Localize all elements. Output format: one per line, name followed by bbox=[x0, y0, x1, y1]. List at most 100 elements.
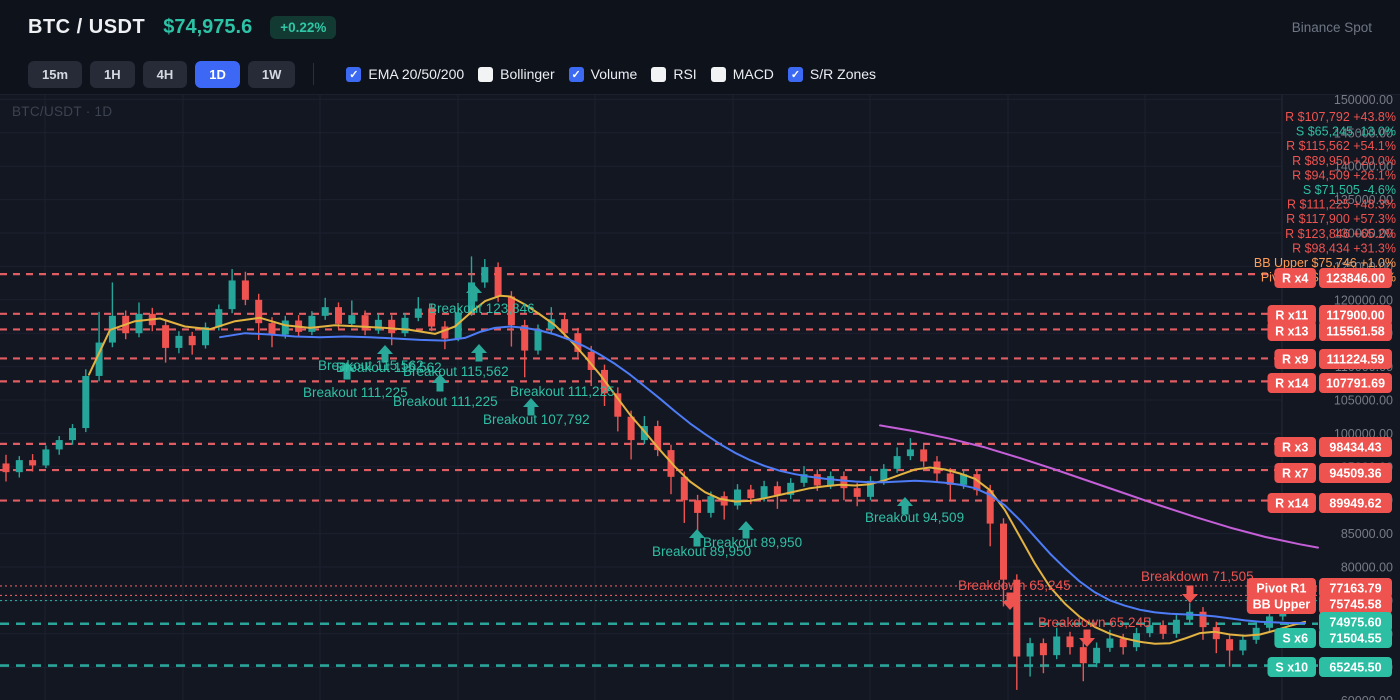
toolbar: 15m 1H 4H 1D 1W ✓ EMA 20/50/200 Bollinger ✓ Volu… bbox=[0, 54, 1400, 95]
candle-body bbox=[1186, 611, 1194, 620]
indicator-toggle-s-r-zones[interactable]: ✓ S/R Zones bbox=[787, 66, 876, 82]
indicator-toggle-rsi[interactable]: RSI bbox=[651, 66, 697, 82]
candle-body bbox=[1026, 643, 1034, 657]
timeframe-button-4h[interactable]: 4H bbox=[142, 60, 188, 88]
breakdown-down-arrow-icon bbox=[1182, 585, 1198, 603]
candle-body bbox=[95, 342, 103, 376]
indicator-toggle-ema-20-50-200[interactable]: ✓ EMA 20/50/200 bbox=[346, 66, 464, 82]
price-scale-label: S x10 65245.50 bbox=[1267, 657, 1392, 677]
candle-body bbox=[640, 426, 648, 441]
candle-body bbox=[813, 474, 821, 486]
unchecked-checkbox-icon[interactable] bbox=[478, 66, 494, 82]
level-price-label: 98434.43 bbox=[1329, 441, 1381, 455]
unchecked-checkbox-icon[interactable] bbox=[651, 66, 667, 82]
exchange-label: Binance Spot bbox=[1291, 19, 1372, 35]
level-count-badge: BB Upper bbox=[1253, 598, 1311, 612]
price-axis-tick: 145000.00 bbox=[1334, 126, 1393, 140]
price-axis-tick: 85000.00 bbox=[1341, 527, 1393, 541]
sr-zone-list-item: S $65,245 -13.0% bbox=[1296, 125, 1396, 139]
candle-body bbox=[1039, 643, 1047, 656]
breakout-up-arrow-icon bbox=[738, 521, 754, 539]
candle-body bbox=[188, 335, 196, 346]
candle-body bbox=[561, 319, 569, 334]
indicator-label: RSI bbox=[673, 66, 697, 82]
level-price-label: 77163.79 bbox=[1329, 582, 1381, 596]
sr-zone-list-item: R $98,434 +31.3% bbox=[1292, 241, 1396, 255]
price-scale-label: R x3 98434.43 bbox=[1274, 437, 1392, 457]
candle-body bbox=[1000, 523, 1007, 580]
timeframe-button-15m[interactable]: 15m bbox=[28, 60, 83, 88]
candle-body bbox=[494, 267, 502, 297]
breakout-up-arrow-icon bbox=[432, 374, 448, 392]
level-count-badge: R x14 bbox=[1275, 377, 1308, 391]
candle-body bbox=[893, 456, 901, 469]
indicator-toggle-volume[interactable]: ✓ Volume bbox=[568, 66, 638, 82]
candle-body bbox=[960, 474, 968, 485]
checked-checkbox-icon[interactable]: ✓ bbox=[346, 66, 362, 82]
level-count-badge: R x11 bbox=[1275, 309, 1308, 323]
candle-body bbox=[321, 307, 329, 316]
level-price-label: 123846.00 bbox=[1326, 272, 1385, 286]
candle-body bbox=[175, 335, 183, 348]
candle-body bbox=[827, 476, 835, 486]
price-scale-label: R x14 107791.69 bbox=[1267, 373, 1392, 393]
checked-checkbox-icon[interactable]: ✓ bbox=[568, 66, 584, 82]
breakout-up-arrow-icon bbox=[897, 497, 913, 515]
symbol-title: BTC / USDT bbox=[28, 15, 146, 38]
sr-zone-list-item: R $111,225 +48.3% bbox=[1287, 198, 1396, 212]
timeframe-button-1d[interactable]: 1D bbox=[195, 60, 240, 88]
candle-body bbox=[1172, 619, 1180, 634]
timeframe-button-1w[interactable]: 1W bbox=[247, 60, 296, 88]
breakout-annotation: Breakout 107,792 bbox=[483, 412, 590, 427]
candle-body bbox=[1013, 579, 1021, 657]
sr-zone-list-item: R $107,792 +43.8% bbox=[1285, 110, 1396, 124]
level-price-label: 111224.59 bbox=[1327, 353, 1385, 367]
candle-body bbox=[760, 486, 768, 499]
candle-body bbox=[281, 320, 289, 335]
toolbar-divider bbox=[313, 63, 315, 85]
indicator-toggle-macd[interactable]: MACD bbox=[710, 66, 774, 82]
breakdown-annotation: Breakdown 65,245 bbox=[1038, 615, 1151, 630]
indicator-group: ✓ EMA 20/50/200 Bollinger ✓ Volume RSI MACD ✓ S/… bbox=[332, 66, 876, 82]
candle-body bbox=[787, 482, 795, 495]
chart-watermark: BTC/USDT · 1D bbox=[12, 104, 113, 119]
candle-body bbox=[454, 312, 462, 339]
sr-zone-list-item: S $71,505 -4.6% bbox=[1303, 183, 1396, 197]
indicator-label: EMA 20/50/200 bbox=[368, 66, 465, 82]
candle-body bbox=[42, 449, 50, 466]
level-count-badge: R x7 bbox=[1282, 467, 1308, 481]
change-badge: +0.22% bbox=[270, 15, 337, 39]
sr-zone-list-item: R $117,900 +57.3% bbox=[1286, 212, 1396, 226]
candle-body bbox=[1066, 636, 1074, 648]
indicator-toggle-bollinger[interactable]: Bollinger bbox=[478, 66, 555, 82]
candle-body bbox=[1252, 627, 1260, 640]
candle-body bbox=[734, 489, 741, 506]
candle-body bbox=[1159, 625, 1167, 634]
candle-body bbox=[1079, 647, 1087, 664]
price-axis-tick: 60000.00 bbox=[1341, 694, 1393, 700]
breakout-annotation: Breakout 115,562 bbox=[403, 364, 509, 379]
breakout-annotation: Breakout 115,562 bbox=[336, 360, 442, 375]
candle-body bbox=[720, 496, 728, 506]
breakout-annotation: Breakout 89,950 bbox=[703, 535, 802, 550]
ema20-line bbox=[88, 294, 1306, 645]
price-axis-tick: 150000.00 bbox=[1334, 95, 1393, 107]
level-count-badge: S x6 bbox=[1282, 632, 1308, 646]
sr-zone-list-item: R $115,562 +54.1% bbox=[1286, 139, 1396, 153]
breakout-annotation: Breakout 111,225 bbox=[303, 385, 408, 400]
sr-zone-list-item: R $89,950 +20.0% bbox=[1292, 154, 1396, 168]
price-axis-tick: 130000.00 bbox=[1334, 227, 1393, 241]
candle-body bbox=[361, 315, 369, 331]
chart-area[interactable]: BTC/USDT · 1D Breakout 123,846 Breakout 1… bbox=[0, 93, 1400, 700]
breakout-annotation: Breakout 115,562 bbox=[318, 358, 424, 373]
candle-body bbox=[906, 449, 914, 457]
checked-checkbox-icon[interactable]: ✓ bbox=[787, 66, 803, 82]
timeframe-button-1h[interactable]: 1H bbox=[90, 60, 135, 88]
price-scale-label: R x14 89949.62 bbox=[1267, 493, 1392, 513]
indicator-label: Volume bbox=[590, 66, 638, 82]
level-price-label: 115561.58 bbox=[1326, 325, 1384, 339]
level-price-label: 89949.62 bbox=[1329, 497, 1381, 511]
timeframe-group: 15m 1H 4H 1D 1W bbox=[28, 60, 296, 88]
unchecked-checkbox-icon[interactable] bbox=[710, 66, 726, 82]
